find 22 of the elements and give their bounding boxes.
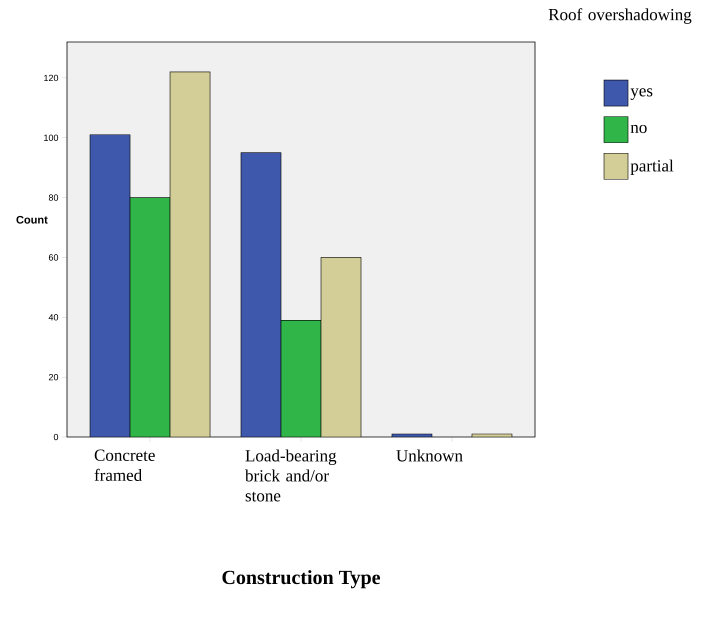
y-tick-label: 120 bbox=[44, 74, 58, 82]
x-axis-title: Construction Type bbox=[222, 570, 380, 588]
y-tick-label: 20 bbox=[48, 374, 58, 380]
x-tick-label: Concrete framed bbox=[94, 450, 155, 481]
x-tick-label: Unknown bbox=[396, 450, 463, 462]
bar bbox=[130, 197, 170, 437]
legend-title: Roof overshadowing bbox=[548, 8, 692, 24]
x-tick-label: Load-bearing brick and/or stone bbox=[245, 450, 336, 502]
y-tick-label: 60 bbox=[48, 254, 58, 261]
bar bbox=[320, 257, 362, 437]
legend-label: partial bbox=[630, 160, 674, 176]
legend-label: yes bbox=[630, 88, 652, 100]
y-tick-label: 0 bbox=[54, 434, 58, 440]
y-tick-label: 100 bbox=[44, 134, 58, 141]
legend-label: no bbox=[630, 124, 647, 134]
y-tick-label: 40 bbox=[48, 314, 58, 320]
bar bbox=[280, 320, 322, 437]
y-tick-label: 80 bbox=[48, 194, 58, 201]
bar bbox=[170, 72, 210, 437]
bar bbox=[240, 152, 282, 437]
y-axis-title: Count bbox=[16, 216, 48, 224]
bar bbox=[90, 134, 130, 437]
